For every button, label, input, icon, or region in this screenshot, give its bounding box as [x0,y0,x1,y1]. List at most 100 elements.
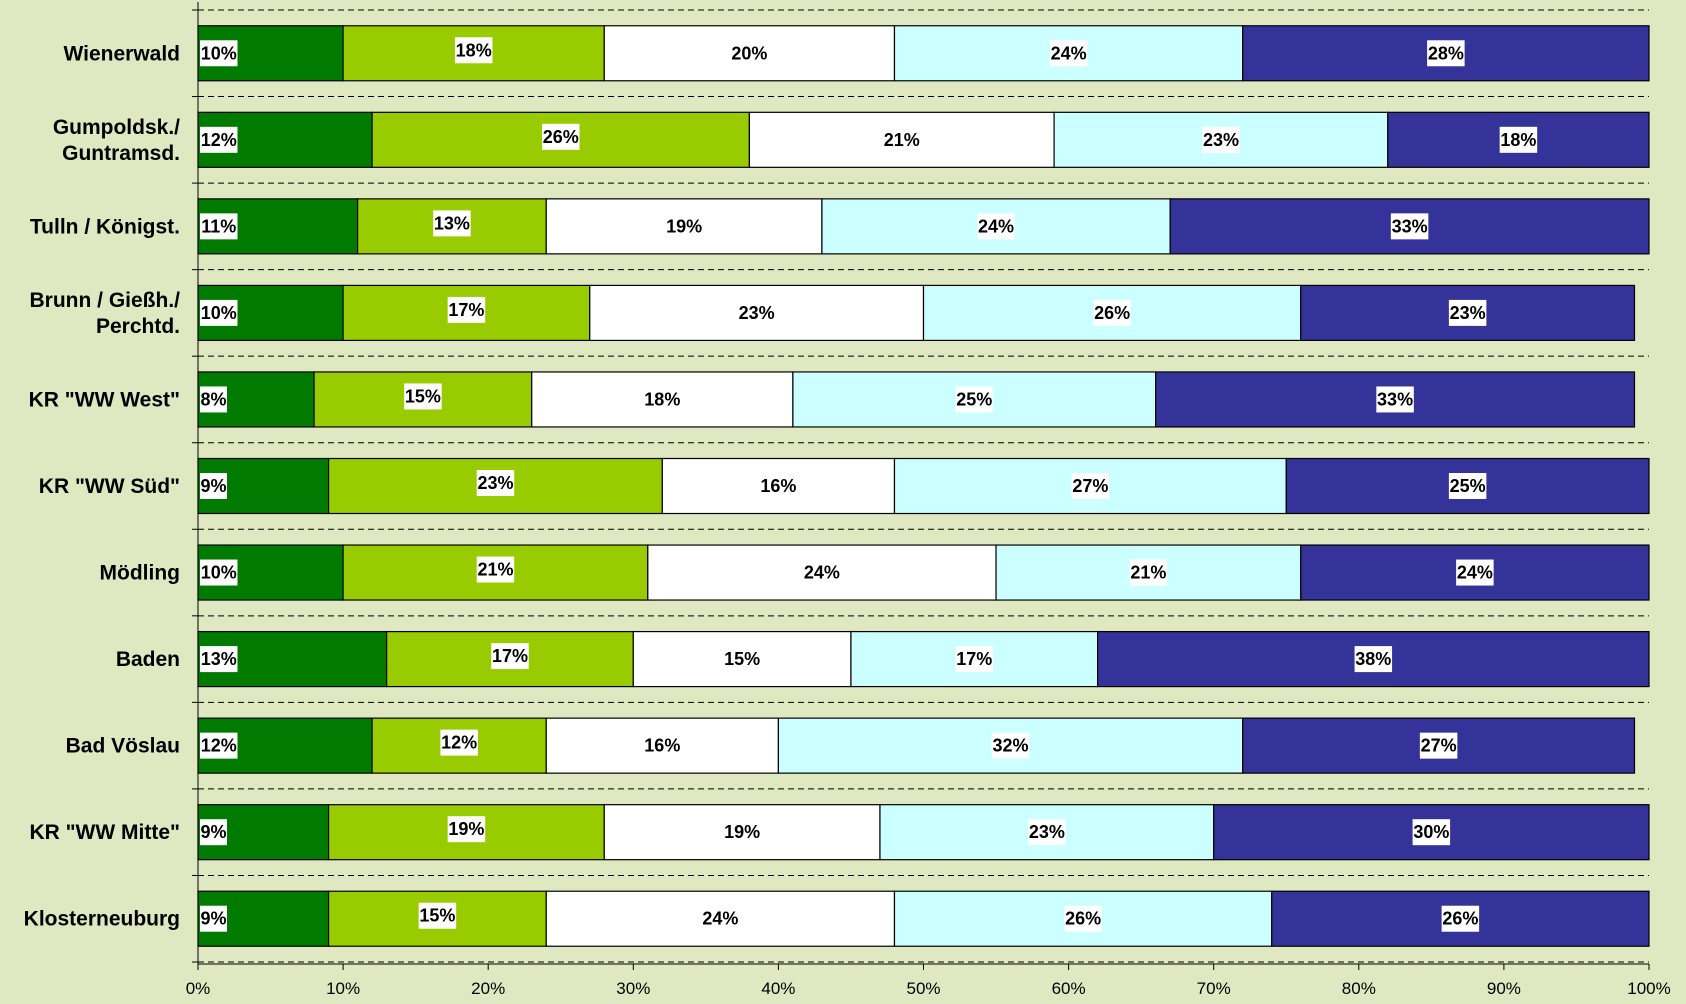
data-label-box [643,386,682,413]
data-label-box [1028,819,1066,846]
data-label-box [1499,126,1538,153]
data-label: 19% [724,822,760,842]
data-label-box [1441,905,1480,932]
category-label: Bad Vöslau [66,735,180,758]
data-label: 26% [1442,909,1478,929]
category-label: KR "WW Süd" [39,475,180,498]
bars [197,25,1650,947]
data-label: 16% [644,736,680,756]
category-label: KR "WW West" [29,388,180,411]
category-label: Guntramsd. [62,142,180,165]
data-label-box [701,905,740,932]
data-label-box [1448,299,1487,326]
data-label: 11% [201,216,236,236]
data-label-box [476,470,515,496]
data-label: 9% [200,822,226,842]
category-label: Wienerwald [63,42,180,65]
data-label: 23% [739,303,775,323]
data-label-box [200,905,227,932]
data-label: 17% [956,649,992,669]
data-label-box [447,816,486,843]
category-label: Tulln / Königst. [30,215,180,238]
data-label-box [200,559,238,586]
x-tick-label: 100% [1627,979,1670,998]
data-label-box [454,37,493,64]
data-label: 25% [956,389,992,409]
data-label-box [759,473,798,499]
category-label: KR "WW Mitte" [29,821,180,844]
bar-segment [1053,111,1389,168]
x-tick-label: 90% [1487,979,1521,998]
bar-segment [371,717,547,774]
x-tick-label: 80% [1342,979,1376,998]
data-label-box [1354,646,1393,673]
data-label-box [542,123,580,150]
data-label: 16% [760,476,796,496]
data-label: 23% [1203,130,1239,150]
data-label-box [955,646,994,673]
bar-segment [821,198,1171,255]
data-label: 12% [201,736,237,756]
data-label: 26% [543,127,579,147]
data-label: 10% [201,303,237,323]
data-label-box [1448,473,1487,499]
x-tick-label: 60% [1052,979,1086,998]
data-label-box [723,646,761,673]
data-label-box [1071,473,1110,499]
data-label-box [665,213,703,240]
data-label: 26% [1094,303,1130,323]
data-label: 17% [448,300,484,320]
category-label: Klosterneuburg [24,908,180,931]
axes [192,2,1650,970]
data-label-box [440,729,478,756]
data-label: 12% [201,130,237,150]
data-label-box [200,386,227,413]
data-label-box [418,902,457,929]
data-label: 21% [1130,563,1166,583]
data-label-box [200,299,238,326]
data-label-box [404,383,442,410]
data-label: 23% [477,473,513,493]
category-label: Brunn / Gießh./ [30,289,181,312]
data-label-box [955,386,994,413]
data-label: 25% [1450,476,1486,496]
data-label-box [200,646,238,673]
data-label: 18% [456,40,492,60]
data-label-box [1376,386,1414,413]
data-label-box [882,126,921,153]
category-label: Mödling [100,562,180,585]
data-label: 28% [1428,43,1464,63]
data-label: 12% [441,733,477,753]
x-tick-label: 10% [326,979,360,998]
data-label: 33% [1392,216,1428,236]
data-label: 10% [201,43,237,63]
data-label: 19% [448,819,484,839]
data-label-box [737,299,776,326]
data-label-box [200,40,238,67]
data-label: 26% [1065,909,1101,929]
data-label-box [723,819,761,846]
data-label: 23% [1450,303,1486,323]
data-label: 17% [492,646,528,666]
data-label-box [1202,126,1240,153]
data-label-box [1412,819,1451,846]
data-label: 21% [477,560,513,580]
data-label-box [491,643,529,670]
data-label: 27% [1421,736,1457,756]
x-tick-label: 20% [471,979,505,998]
data-label: 18% [644,389,680,409]
data-label: 18% [1500,130,1536,150]
data-label: 9% [200,909,226,929]
data-label-box [643,732,682,759]
data-label: 23% [1029,822,1065,842]
x-tick-label: 70% [1197,979,1231,998]
x-tick-label: 50% [906,979,940,998]
data-label: 15% [724,649,760,669]
data-label-box [1456,559,1494,586]
data-label-box [1390,213,1429,240]
data-label-box [991,732,1030,759]
data-label: 30% [1413,822,1449,842]
data-label-box [200,126,238,153]
data-label: 15% [405,386,441,406]
data-label-box [1129,559,1168,586]
